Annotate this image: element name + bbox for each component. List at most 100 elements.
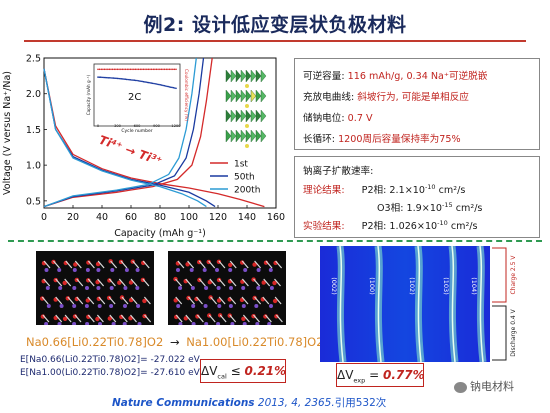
wechat-icon — [454, 381, 467, 393]
inset-efficiency-point — [172, 68, 174, 71]
bond — [275, 260, 283, 269]
prop-row-curve: 充放电曲线: 斜坡行为, 可能是单相反应 — [303, 92, 469, 103]
bond — [210, 296, 218, 305]
na-atom — [176, 304, 181, 308]
inset-efficiency-point — [175, 68, 177, 71]
polyhedron — [260, 109, 267, 123]
energy-line-2: E[Na1.00(Li0.22Ti0.78)O2]= -27.610 eV — [20, 368, 200, 378]
inset-efficiency-point — [128, 68, 130, 71]
inset-capacity-point — [151, 82, 154, 85]
na-atom — [176, 268, 180, 272]
inset-efficiency-point — [154, 68, 156, 71]
bond — [229, 278, 237, 287]
bond — [254, 260, 262, 269]
bond — [198, 278, 206, 287]
bond — [196, 314, 204, 323]
bond — [98, 296, 106, 305]
inset-efficiency-point — [173, 68, 176, 71]
inset-efficiency-point — [105, 68, 107, 71]
x-tick-label: 20 — [67, 212, 79, 223]
inset-efficiency-point — [133, 68, 135, 71]
legend-label: 200th — [234, 186, 260, 196]
inset-capacity-point — [97, 76, 99, 78]
inset-x-tick-label: 300 — [114, 124, 122, 128]
inset-efficiency-point — [97, 68, 99, 71]
diffusion-heading: 钠离子扩散速率: — [303, 166, 374, 177]
polyhedron — [225, 69, 232, 83]
na-atom — [57, 322, 62, 325]
oxygen-atom — [65, 296, 70, 301]
na-atom — [135, 286, 140, 290]
inset-x-tick-label: 0 — [97, 124, 100, 128]
bond — [53, 260, 60, 269]
oxygen-atom — [107, 278, 112, 283]
inset-capacity-point — [163, 84, 166, 87]
bond — [185, 278, 193, 287]
y-tick-label: 2.0 — [26, 89, 41, 100]
inset-efficiency-point — [118, 68, 120, 71]
charge-label: Charge 2.5 V — [510, 255, 517, 295]
inset-capacity-point — [147, 81, 150, 84]
bond — [274, 278, 281, 287]
bond — [264, 314, 272, 323]
polyhedron — [255, 129, 262, 143]
inset-efficiency-point — [98, 68, 101, 71]
inset-efficiency-point — [159, 68, 161, 71]
y-axis-label: Voltage (V versus Na⁺/Na) — [2, 71, 13, 195]
bond — [142, 260, 150, 269]
bond — [177, 260, 185, 269]
bond — [142, 278, 150, 287]
na-atom — [216, 286, 221, 290]
xrd-peak-label: (002) — [330, 277, 338, 294]
na-atom — [228, 304, 233, 308]
bond — [67, 296, 75, 305]
na-atom — [215, 268, 219, 272]
polyhedron — [250, 109, 257, 123]
oxygen-atom — [251, 314, 256, 319]
bond — [132, 260, 140, 269]
na-atom — [178, 286, 183, 290]
na-atom — [241, 286, 246, 290]
oxygen-atom — [261, 280, 266, 285]
x-tick-label: 80 — [154, 212, 166, 223]
inset-capacity-point — [146, 81, 149, 84]
na-atom — [111, 322, 116, 325]
inset-efficiency-point — [167, 68, 169, 71]
na-atom — [189, 268, 194, 272]
inset-capacity-point — [132, 79, 134, 81]
na-atom — [136, 304, 141, 308]
bond — [175, 278, 182, 287]
inset-efficiency-point — [120, 68, 122, 71]
polyhedron — [225, 129, 232, 143]
na-atom — [46, 304, 51, 308]
na-atom — [245, 104, 249, 108]
polyhedron — [260, 129, 267, 143]
na-atom — [241, 304, 246, 308]
inset-capacity-point — [141, 80, 143, 83]
inset-capacity-point — [125, 78, 128, 81]
polyhedron — [260, 69, 267, 83]
bond — [188, 296, 195, 305]
inset-efficiency-point — [163, 68, 166, 71]
inset-rate-label: 2C — [128, 92, 141, 103]
dv-exp-box: ΔVexp = 0.77% — [336, 363, 425, 387]
bond — [263, 278, 271, 287]
bond — [120, 260, 128, 269]
bond — [274, 296, 282, 305]
bond — [76, 278, 84, 287]
bond — [253, 278, 261, 287]
inset-efficiency-point — [110, 68, 112, 71]
inset-capacity-point — [105, 76, 107, 79]
inset-efficiency-point — [123, 68, 125, 71]
na-atom — [122, 322, 127, 325]
na-atom — [57, 268, 62, 272]
na-atom — [85, 268, 90, 272]
bond — [229, 296, 237, 305]
inset-capacity-point — [136, 79, 138, 82]
na-atom — [85, 322, 90, 325]
bond — [175, 314, 183, 323]
bond — [87, 260, 95, 269]
bond — [229, 260, 237, 269]
bond — [64, 278, 72, 287]
bond — [109, 314, 117, 323]
